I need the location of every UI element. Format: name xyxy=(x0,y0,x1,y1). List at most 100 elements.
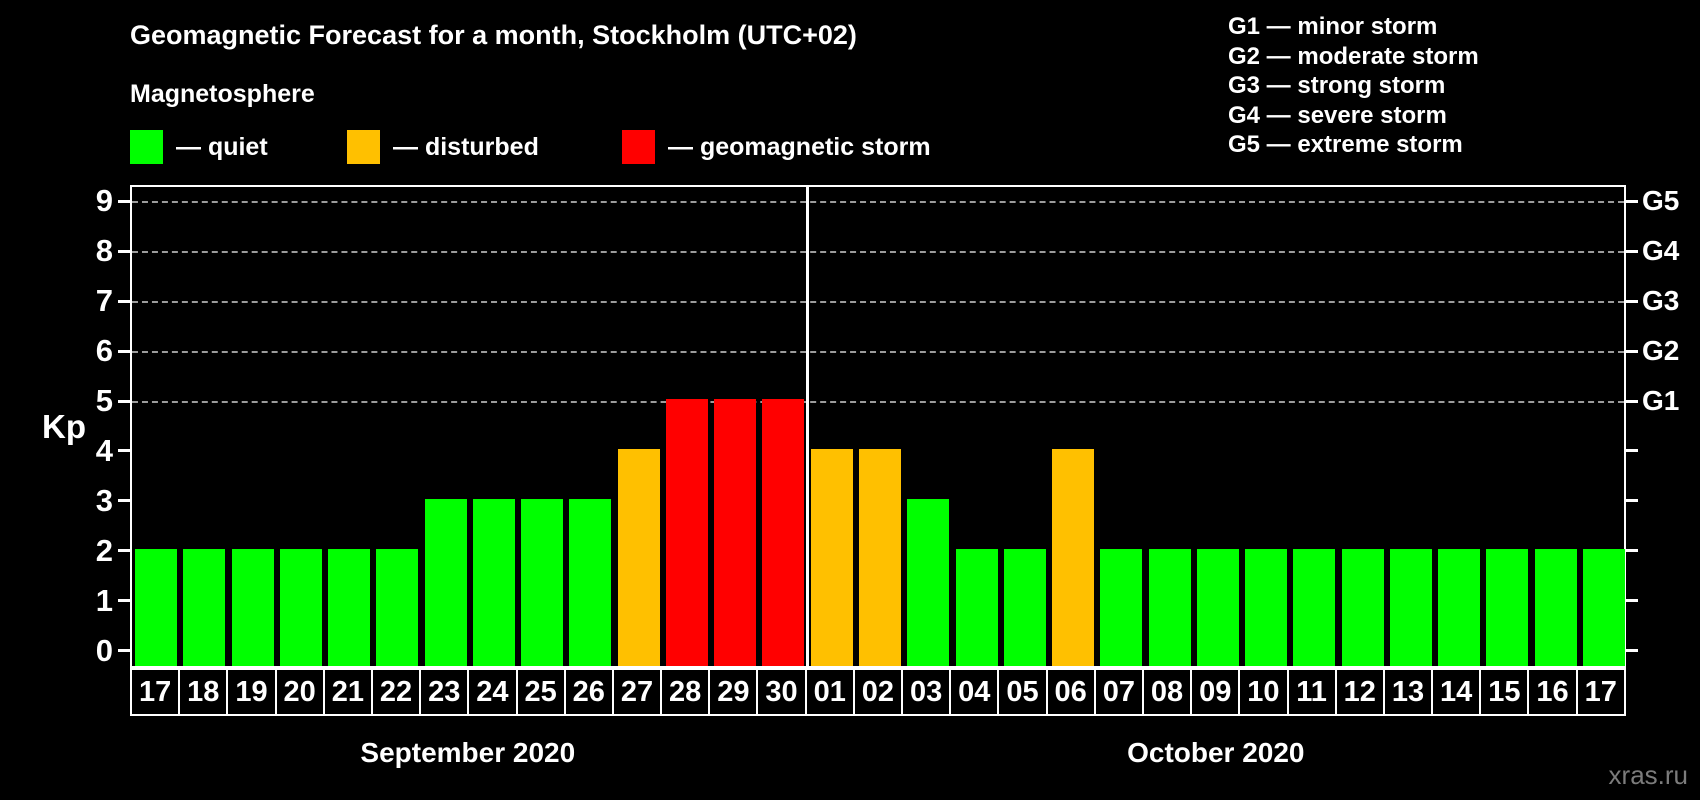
kp-tick-9 xyxy=(118,199,130,203)
g-tick-1 xyxy=(1626,599,1638,603)
kp-bar-07 xyxy=(1100,548,1143,666)
g-axis-label-g3: G3 xyxy=(1642,285,1680,317)
plot-area xyxy=(130,185,1626,668)
kp-bar-23 xyxy=(424,498,467,666)
g-tick-0 xyxy=(1626,649,1638,652)
day-cell-17: 17 xyxy=(130,668,181,716)
kp-bar-11 xyxy=(1293,548,1336,666)
g-tick-7 xyxy=(1626,299,1638,303)
kp-tick-label-4: 4 xyxy=(95,432,113,468)
legend-item-disturbed: — disturbed xyxy=(347,130,539,164)
gridline-kp9 xyxy=(132,201,1624,204)
day-cell-29: 29 xyxy=(708,668,759,716)
kp-axis-label: Kp xyxy=(42,408,86,445)
chart-subtitle: Magnetosphere xyxy=(130,80,315,108)
kp-bar-05 xyxy=(1003,548,1046,666)
day-cell-25: 25 xyxy=(515,668,566,716)
kp-bar-30 xyxy=(762,399,805,666)
kp-bar-06 xyxy=(1052,448,1095,666)
kp-tick-label-1: 1 xyxy=(95,582,113,618)
kp-tick-0 xyxy=(118,649,130,652)
kp-tick-5 xyxy=(118,399,130,403)
g-scale-legend-g5: G5 — extreme storm xyxy=(1228,131,1463,158)
g-tick-5 xyxy=(1626,399,1638,403)
kp-bar-26 xyxy=(569,498,612,666)
kp-tick-2 xyxy=(118,549,130,553)
legend-item-quiet: — quiet xyxy=(130,130,268,164)
day-cell-09: 09 xyxy=(1190,668,1241,716)
day-cell-11: 11 xyxy=(1286,668,1337,716)
kp-bar-28 xyxy=(665,399,708,666)
kp-bar-15 xyxy=(1486,548,1529,666)
watermark: xras.ru xyxy=(1608,760,1688,790)
kp-bar-13 xyxy=(1389,548,1432,666)
g-axis-label-g1: G1 xyxy=(1642,385,1680,416)
day-cell-04: 04 xyxy=(949,668,1000,716)
day-cell-05: 05 xyxy=(997,668,1048,716)
month-label-1: October 2020 xyxy=(1127,737,1305,768)
kp-axis: 0 1 2 3 4 5 6 7 8 9 xyxy=(0,183,130,668)
kp-bar-18 xyxy=(183,548,226,666)
g-scale-legend-g3: G3 — strong storm xyxy=(1228,72,1446,99)
g-tick-8 xyxy=(1626,249,1638,253)
kp-bar-16 xyxy=(1534,548,1577,666)
day-cell-08: 08 xyxy=(1141,668,1193,716)
kp-bar-02 xyxy=(859,448,901,666)
month-separator-line xyxy=(806,187,810,666)
legend-label-disturbed: — disturbed xyxy=(393,132,539,161)
legend-label-storm: — geomagnetic storm xyxy=(668,132,931,161)
kp-tick-label-0: 0 xyxy=(95,632,113,668)
day-cell-19: 19 xyxy=(226,668,277,716)
day-cell-14: 14 xyxy=(1431,668,1482,716)
kp-bar-08 xyxy=(1148,548,1191,666)
g-tick-3 xyxy=(1626,499,1638,503)
day-axis: 17 18 19 20 21 22 23 24 25 26 27 28 29 30 01 02 03 04 05 06… xyxy=(130,668,1626,716)
kp-bar-09 xyxy=(1196,548,1239,666)
day-cell-24: 24 xyxy=(467,668,518,716)
day-cell-06: 06 xyxy=(1045,668,1096,716)
day-cell-02: 02 xyxy=(852,668,903,716)
status-legend: — quiet — disturbed — geomagnetic storm xyxy=(130,130,1080,168)
day-cell-13: 13 xyxy=(1382,668,1434,716)
kp-bar-27 xyxy=(617,448,660,666)
kp-tick-label-2: 2 xyxy=(95,532,113,568)
kp-tick-label-9: 9 xyxy=(95,183,113,219)
day-cell-16: 16 xyxy=(1527,668,1578,716)
g-scale-legend: G1 — minor storm G2 — moderate storm G3 … xyxy=(1228,12,1479,160)
kp-bar-17 xyxy=(135,548,178,666)
day-cell-23: 23 xyxy=(419,668,470,716)
gridline-kp6 xyxy=(132,351,1624,354)
kp-bar-14 xyxy=(1438,548,1481,666)
day-cell-07: 07 xyxy=(1093,668,1144,716)
day-cell-30: 30 xyxy=(756,668,807,716)
quiet-color-swatch xyxy=(130,130,163,164)
g-scale-legend-g1: G1 — minor storm xyxy=(1228,13,1438,40)
g-axis-label-g4: G4 xyxy=(1642,235,1680,267)
kp-bar-22 xyxy=(376,548,419,666)
day-cell-17: 17 xyxy=(1575,668,1626,716)
kp-bar-12 xyxy=(1341,548,1384,666)
storm-color-swatch xyxy=(622,130,655,164)
kp-bar-24 xyxy=(472,498,515,666)
month-label-0: September 2020 xyxy=(360,737,576,768)
legend-item-storm: — geomagnetic storm xyxy=(622,130,931,164)
day-cell-18: 18 xyxy=(178,668,229,716)
kp-bar-25 xyxy=(521,498,564,666)
kp-tick-6 xyxy=(118,349,130,353)
g-tick-4 xyxy=(1626,449,1638,453)
kp-bar-04 xyxy=(955,548,998,666)
kp-tick-label-7: 7 xyxy=(95,283,113,319)
kp-tick-8 xyxy=(118,249,130,253)
day-cell-01: 01 xyxy=(804,668,855,716)
gridline-kp5 xyxy=(132,401,1624,403)
kp-tick-4 xyxy=(118,449,130,453)
kp-tick-label-8: 8 xyxy=(95,233,113,269)
g-scale-legend-g4: G4 — severe storm xyxy=(1228,101,1447,129)
kp-tick-label-6: 6 xyxy=(95,333,113,369)
kp-bar-03 xyxy=(907,498,950,666)
kp-tick-label-3: 3 xyxy=(95,482,113,518)
day-cell-22: 22 xyxy=(370,668,422,716)
day-cell-27: 27 xyxy=(611,668,663,716)
kp-bar-29 xyxy=(714,399,757,666)
